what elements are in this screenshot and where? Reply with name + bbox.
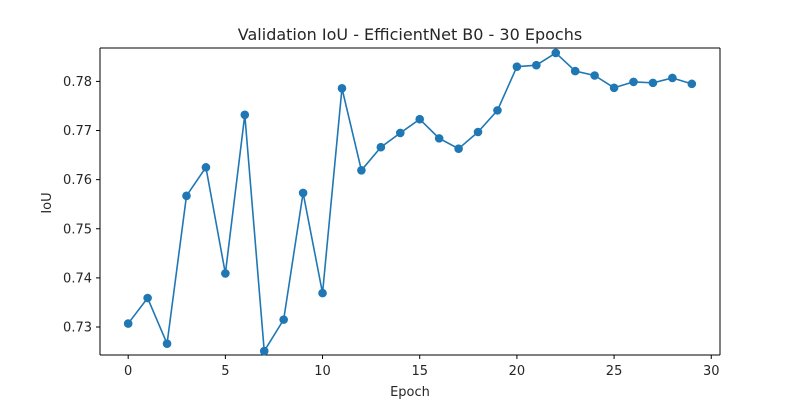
data-point [162,339,172,349]
y-tick-label: 0.73 [63,321,92,336]
data-point [357,166,366,175]
data-point [143,293,152,303]
x-tick-label: 15 [411,364,428,379]
data-point [201,163,211,172]
data-point [259,346,269,356]
data-point [454,144,463,153]
data-point [648,78,658,88]
data-point [512,62,522,71]
data-point [182,191,191,201]
data-point [337,83,347,93]
y-tick-label: 0.75 [63,222,92,237]
y-tick-label: 0.78 [63,75,92,90]
x-tick-label: 10 [314,364,331,379]
data-point [279,315,288,324]
data-point [668,73,677,83]
data-point [123,319,133,328]
data-point [551,48,561,58]
y-tick-label: 0.74 [63,271,92,286]
data-point [590,71,599,80]
data-point [473,127,483,137]
data-point [318,288,327,298]
y-tick-label: 0.77 [63,124,92,139]
data-point [570,66,580,76]
chart-title: Validation IoU - EfficientNet B0 - 30 Ep… [238,25,582,44]
x-tick-label: 5 [221,364,229,379]
data-point [376,142,386,152]
y-axis-label: IoU [40,192,55,213]
x-axis-label: Epoch [390,385,430,400]
data-point [493,106,502,115]
data-point [221,269,230,278]
data-point [629,77,638,87]
data-point [415,114,425,124]
data-point [609,83,619,93]
data-point [395,128,405,138]
data-point [298,188,308,198]
data-point [434,134,444,143]
x-tick-label: 20 [509,364,526,379]
data-point [532,60,541,70]
data-point [240,110,250,120]
x-tick-label: 25 [606,364,623,379]
x-tick-label: 30 [703,364,720,379]
y-tick-label: 0.76 [63,173,92,188]
plot-area: 0 5 10 15 20 25 30 0.73 0.74 0.75 0.76 0.77 0.78 [63,47,721,379]
x-tick-label: 0 [124,364,132,379]
data-point [687,79,697,89]
